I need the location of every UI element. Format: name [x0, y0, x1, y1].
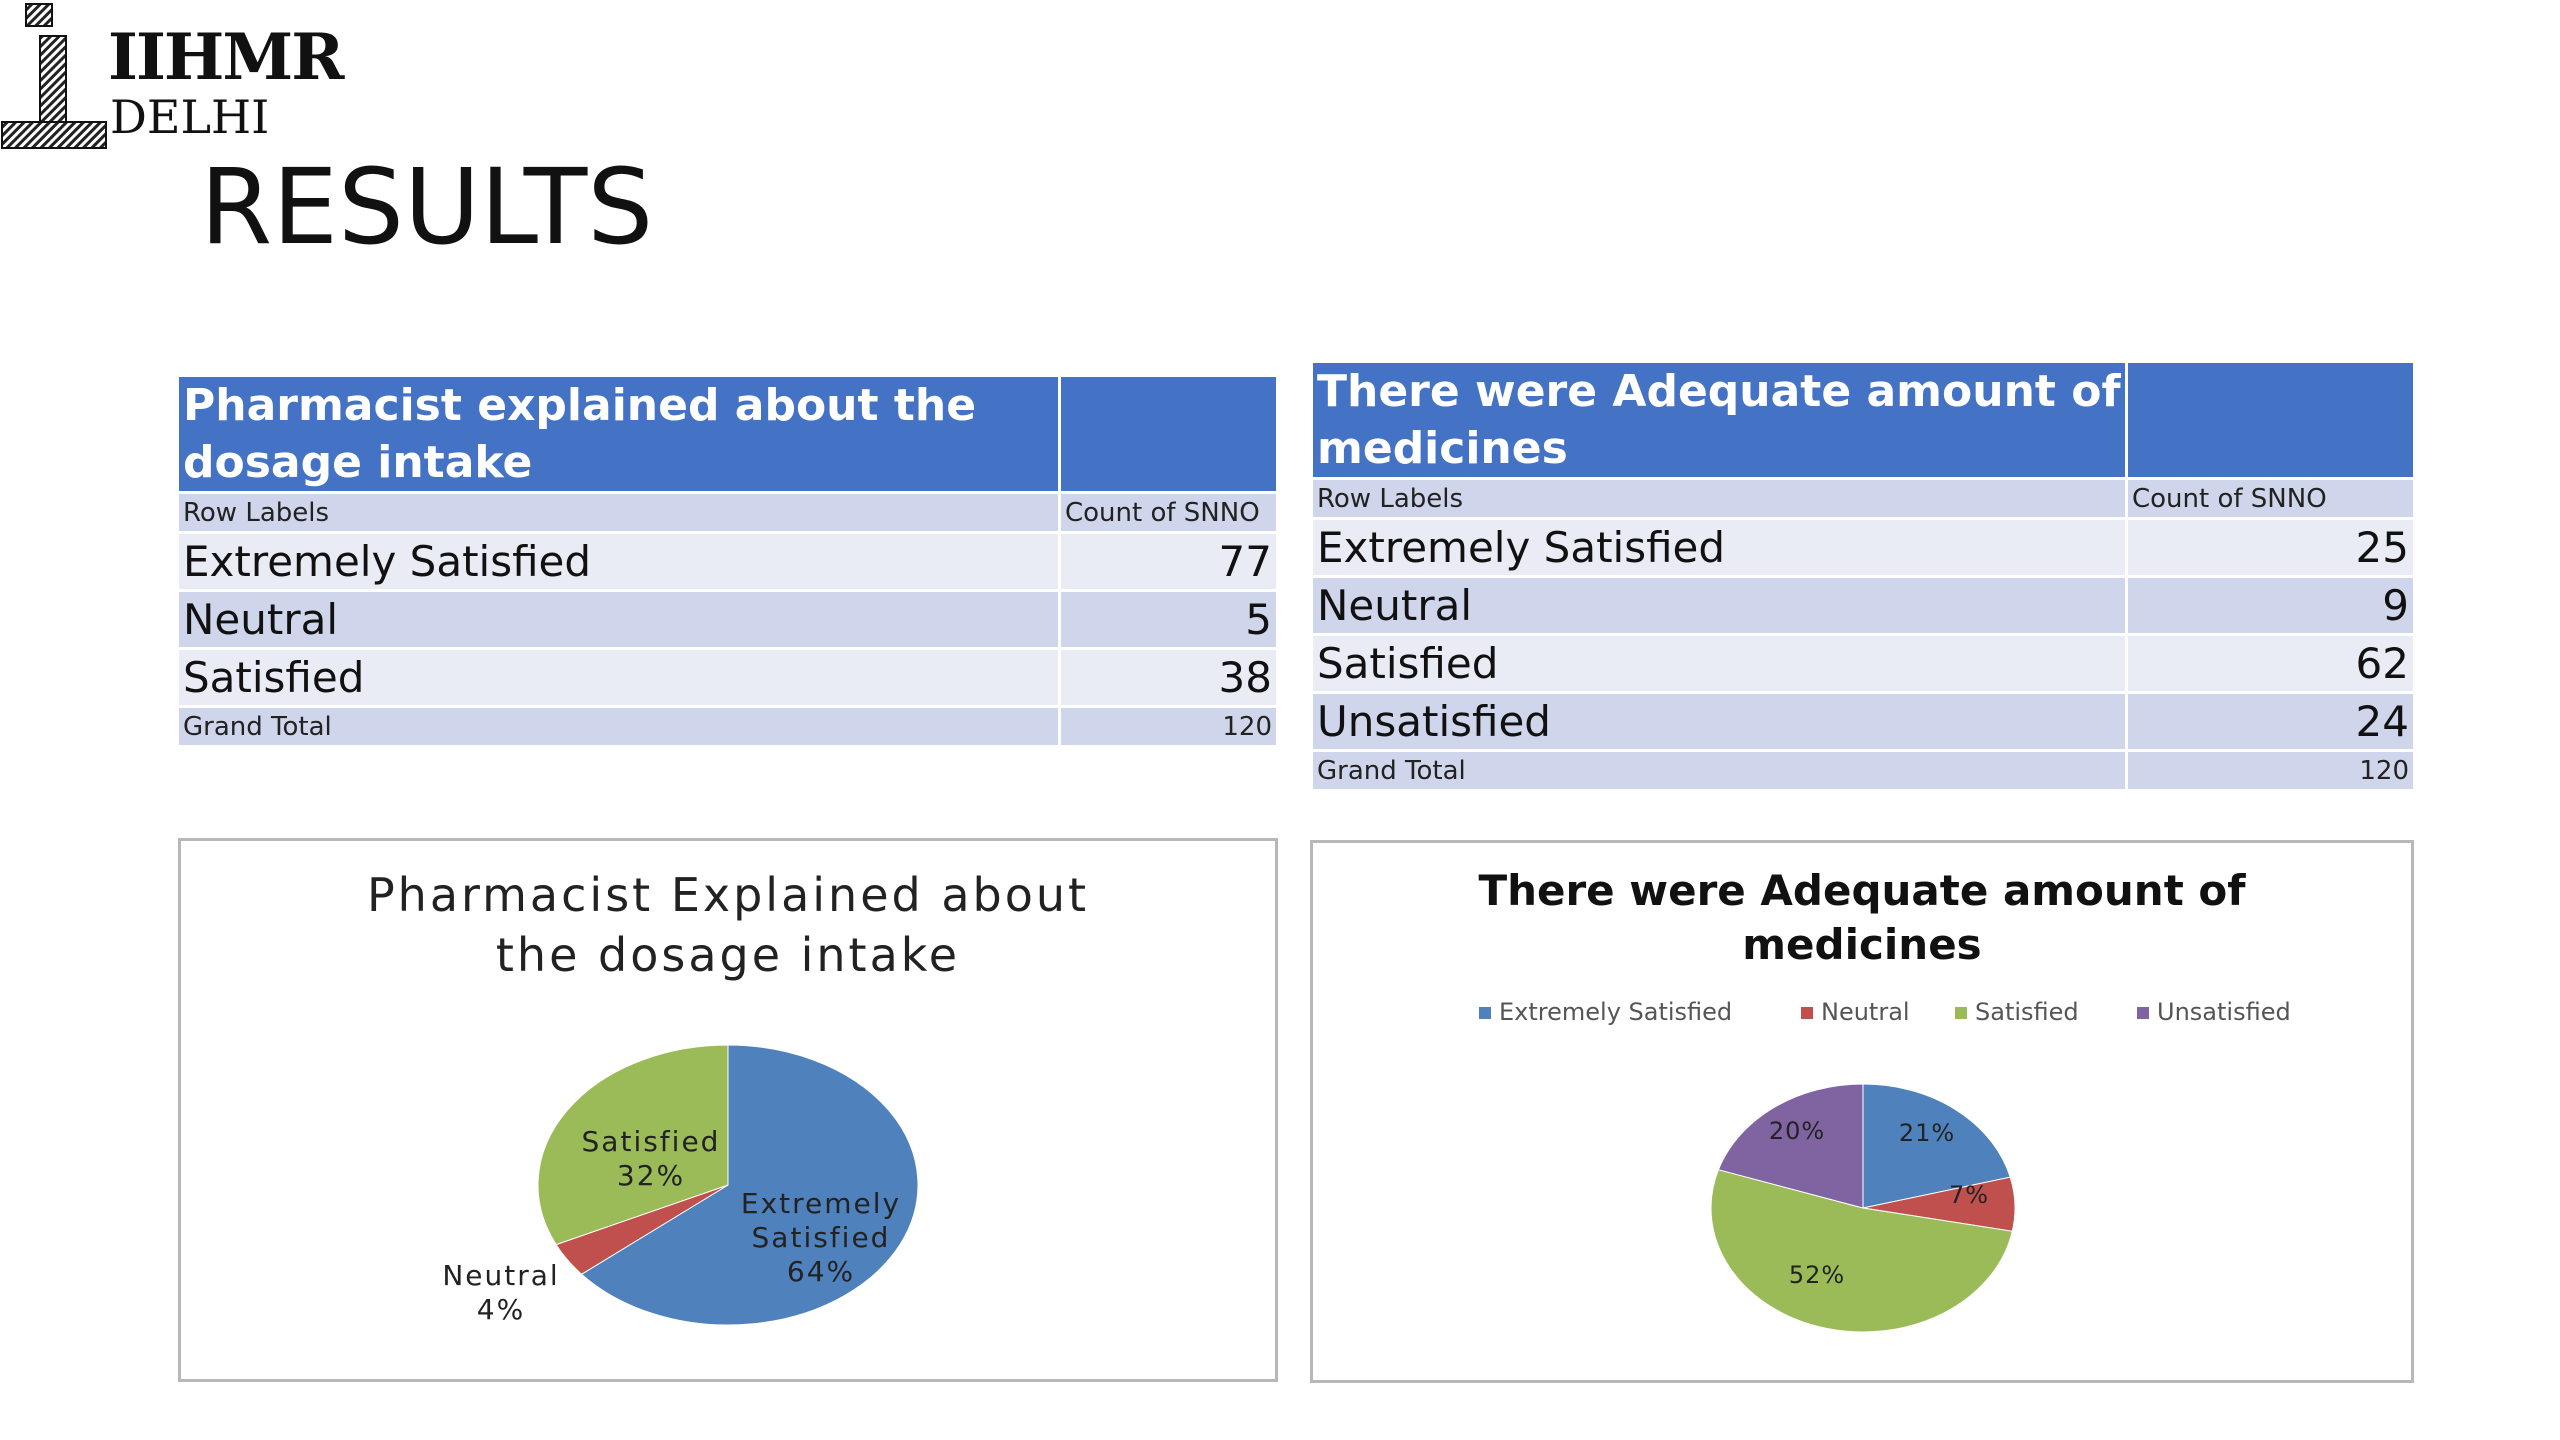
slice-label-neutral-name: Neutral	[442, 1259, 559, 1292]
slice-label-extremely-pct: 64%	[787, 1255, 855, 1288]
grand-total-label: Grand Total	[1310, 749, 2128, 793]
row-labels-header: Row Labels	[176, 491, 1061, 535]
row-label: Unsatisfied	[1310, 691, 2128, 753]
slice-data-label: 20%	[1769, 1117, 1825, 1145]
pie-slice-extremely-satisfied	[580, 1044, 919, 1326]
pivot-table-medicines: There were Adequate amount of medicines …	[1310, 359, 2416, 793]
table-header: There were Adequate amount of medicines	[1310, 359, 2128, 481]
legend-swatch	[1801, 1007, 1813, 1019]
row-count: 5	[1058, 589, 1279, 651]
table-header: Pharmacist explained about the dosage in…	[176, 373, 1061, 495]
row-label: Satisfied	[176, 647, 1061, 709]
pie-chart-medicines-svg: There were Adequate amount of medicines …	[1478, 866, 2291, 1333]
page-title: RESULTS	[200, 146, 654, 268]
slice-data-label: 52%	[1789, 1261, 1845, 1289]
row-label: Satisfied	[1310, 633, 2128, 695]
grand-total-value: 120	[1058, 705, 1279, 749]
chart-title-line2: the dosage intake	[496, 928, 960, 982]
logo-text-line1: IIHMR	[108, 20, 344, 95]
chart-title-line1: Pharmacist Explained about	[367, 868, 1089, 922]
legend-swatch	[1955, 1007, 1967, 1019]
pie-chart-medicines: There were Adequate amount of medicines …	[1310, 840, 2414, 1383]
legend-label: Unsatisfied	[2157, 998, 2291, 1026]
pie-slice-unsatisfied	[1717, 1083, 1864, 1209]
row-count: 77	[1058, 531, 1279, 593]
pie-chart-dosage: Pharmacist Explained about the dosage in…	[178, 838, 1278, 1382]
pie-slice-satisfied	[1710, 1169, 2013, 1333]
legend-swatch	[2137, 1007, 2149, 1019]
legend-label: Neutral	[1821, 998, 1910, 1026]
logo-text-line2: DELHI	[110, 90, 270, 144]
row-label: Extremely Satisfied	[1310, 517, 2128, 579]
row-count: 38	[1058, 647, 1279, 709]
slice-data-label: 21%	[1899, 1119, 1955, 1147]
row-label: Extremely Satisfied	[176, 531, 1061, 593]
pie-slice-extremely-satisfied	[1862, 1083, 2011, 1209]
pivot-table-dosage: Pharmacist explained about the dosage in…	[176, 373, 1279, 749]
slice-label-satisfied-pct: 32%	[617, 1159, 685, 1192]
iihmr-logo: IIHMR DELHI	[0, 0, 344, 160]
pie-slice-satisfied	[537, 1044, 729, 1246]
slice-data-label: 7%	[1949, 1181, 1989, 1209]
legend-label: Extremely Satisfied	[1499, 998, 1732, 1026]
chart-legend: Extremely Satisfied Neutral Satisfied Unsat…	[1479, 998, 2291, 1026]
legend-label: Satisfied	[1975, 998, 2079, 1026]
slice-label-extremely-line1: Extremely	[741, 1187, 901, 1220]
grand-total-label: Grand Total	[176, 705, 1061, 749]
count-header: Count of SNNO	[1058, 491, 1279, 535]
slice-label-satisfied-name: Satisfied	[582, 1125, 721, 1158]
row-label: Neutral	[1310, 575, 2128, 637]
legend-swatch	[1479, 1007, 1491, 1019]
row-count: 24	[2125, 691, 2416, 753]
row-label: Neutral	[176, 589, 1061, 651]
grand-total-value: 120	[2125, 749, 2416, 793]
logo-mark-icon	[1, 3, 107, 149]
pie-chart-dosage-svg: Pharmacist Explained about the dosage in…	[367, 868, 1089, 1326]
row-count: 25	[2125, 517, 2416, 579]
row-count: 9	[2125, 575, 2416, 637]
slice-label-extremely-line2: Satisfied	[752, 1221, 891, 1254]
chart-title-line1: There were Adequate amount of	[1478, 866, 2246, 915]
row-labels-header: Row Labels	[1310, 477, 2128, 521]
chart-title-line2: medicines	[1742, 920, 1981, 969]
count-header: Count of SNNO	[2125, 477, 2416, 521]
row-count: 62	[2125, 633, 2416, 695]
slice-label-neutral-pct: 4%	[477, 1293, 525, 1326]
table-header-empty	[2125, 359, 2416, 481]
table-header-empty	[1058, 373, 1279, 495]
